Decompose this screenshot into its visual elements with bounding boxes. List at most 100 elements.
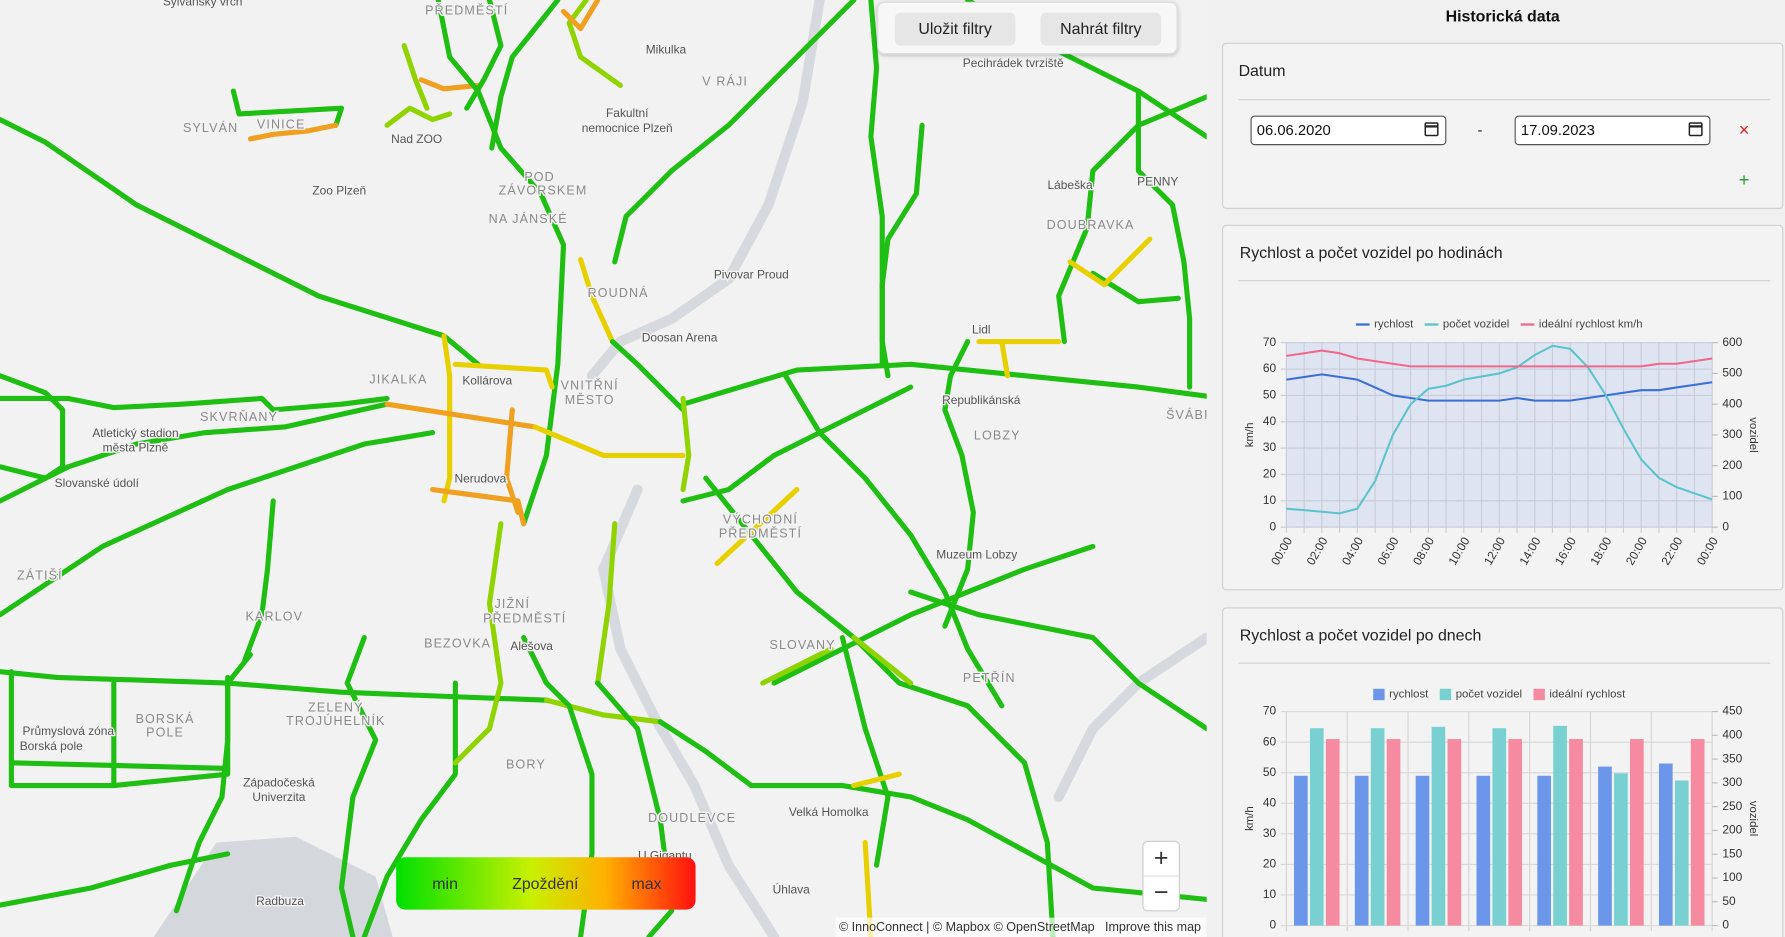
legend-label: ideální rychlost [1549, 688, 1626, 700]
calendar-icon[interactable] [1424, 122, 1439, 137]
district-label: BEZOVKA [424, 637, 491, 651]
y2-tick-label: 300 [1722, 427, 1742, 441]
road [173, 652, 254, 914]
place-label: Fakultní [606, 106, 649, 120]
map[interactable]: Sylvánský vrch PŘEDMĚSTÍ Mikulka V RÁJI Peci… [0, 0, 1212, 937]
date-from-input[interactable] [1250, 115, 1447, 146]
bar [1537, 775, 1551, 926]
road [566, 0, 623, 88]
place-label: Velká Homolka [789, 805, 869, 819]
district-label: JIŽNÍ [494, 596, 530, 611]
zoom-out[interactable]: − [1154, 878, 1169, 906]
district-label: TROJÚHELNÍK [286, 713, 385, 728]
district-label: ZELENÝ [308, 699, 364, 714]
zoom-in[interactable]: + [1154, 844, 1169, 872]
date-separator: - [1477, 123, 1482, 139]
lake [153, 836, 393, 937]
district-label: JIKALKA [369, 373, 427, 387]
place-label: Lidl [972, 322, 991, 336]
save-button[interactable] [894, 12, 1016, 46]
y-axis-label: km/h [1244, 423, 1256, 448]
y2-tick-label: 150 [1722, 846, 1742, 860]
road [578, 257, 616, 345]
road [247, 122, 339, 142]
date-to-input[interactable] [1514, 115, 1711, 146]
legend-label: ideální rychlost km/h [1539, 318, 1643, 330]
district-label: DOUBRAVKA [1047, 218, 1135, 232]
legend-swatch [1373, 688, 1385, 701]
road [851, 771, 902, 789]
date-card-title: Datum [1239, 63, 1286, 80]
road [452, 361, 555, 390]
load-button-label[interactable]: Nahrát filtry [1060, 21, 1141, 38]
river [597, 484, 780, 937]
bar [1325, 739, 1340, 926]
bar [1370, 728, 1385, 926]
bar [1447, 739, 1462, 926]
y2-tick-label: 50 [1722, 894, 1736, 908]
legend-label: počet vozidel [1456, 688, 1522, 700]
y-tick-label: 30 [1263, 826, 1277, 840]
bar [1630, 739, 1644, 926]
remove-range[interactable]: × [1739, 120, 1750, 140]
chart-title: Rychlost a počet vozidel po hodinách [1240, 245, 1503, 262]
road [680, 384, 914, 504]
legend-label: rychlost [1374, 318, 1414, 330]
place-label: Pivovar Proud [714, 268, 789, 282]
road [0, 669, 549, 703]
district-label: BORY [506, 757, 546, 771]
place-label: Sylvánský vrch [163, 0, 243, 8]
road [0, 401, 390, 504]
place-label: Mikulka [646, 42, 687, 56]
road [361, 680, 458, 937]
y2-axis-label: vozidel [1747, 801, 1759, 836]
delay-gradient [396, 857, 696, 910]
y2-tick-label: 400 [1722, 396, 1742, 410]
roads [0, 0, 1210, 937]
road [680, 395, 692, 493]
series-line [1286, 349, 1713, 368]
place-label: Zoo Plzeň [312, 183, 366, 197]
district-label: SLOVANY [769, 638, 835, 652]
y2-tick-label: 500 [1722, 366, 1742, 380]
panel-title: Historická data [1446, 8, 1560, 25]
legend-swatch [1533, 688, 1545, 701]
district-label: SKVRŇANY [200, 409, 278, 424]
road [1067, 236, 1153, 288]
road [595, 521, 618, 686]
date-to-value[interactable]: 17.09.2023 [1521, 123, 1595, 139]
place-label: Slovanské údolí [55, 476, 140, 490]
road [435, 0, 567, 527]
road [0, 395, 390, 413]
road [714, 486, 800, 567]
y2-tick-label: 0 [1722, 519, 1729, 533]
road [504, 407, 521, 515]
road [401, 43, 430, 111]
improve-link[interactable]: Improve this map [1105, 920, 1201, 934]
calendar-icon[interactable] [1688, 122, 1703, 137]
y-tick-label: 0 [1269, 918, 1276, 932]
y-tick-label: 60 [1263, 734, 1277, 748]
y2-tick-label: 100 [1722, 489, 1742, 503]
rivers [586, 0, 1212, 937]
district-label: PŘEDMĚSTÍ [425, 3, 508, 18]
district-label: ŠVÁBI [1166, 407, 1209, 422]
district-label: VNITŘNÍ [561, 377, 619, 392]
bar [1553, 725, 1567, 926]
add-range[interactable]: + [1739, 170, 1750, 190]
legend-label: počet vozidel [1443, 318, 1509, 330]
road [338, 634, 379, 937]
bar [1354, 775, 1369, 926]
save-button-label[interactable]: Uložit filtry [918, 21, 991, 38]
date-from-value[interactable]: 06.06.2020 [1257, 123, 1331, 139]
load-button[interactable] [1040, 12, 1162, 46]
bar [1674, 780, 1689, 926]
y2-tick-label: 600 [1722, 335, 1742, 349]
road [464, 0, 504, 111]
y2-tick-label: 350 [1722, 751, 1742, 765]
place-label: Doosan Arena [642, 330, 718, 344]
series-line [1286, 344, 1713, 515]
bar [1492, 728, 1507, 926]
